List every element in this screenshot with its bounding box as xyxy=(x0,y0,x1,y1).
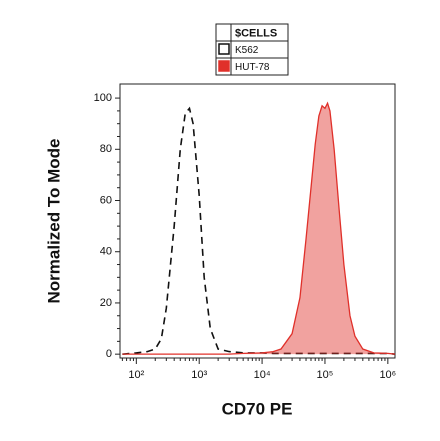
y-tick-label: 40 xyxy=(100,246,112,258)
legend-title: $CELLS xyxy=(235,27,277,39)
x-axis-title: CD70 PE xyxy=(222,399,293,418)
x-tick-label: 10⁴ xyxy=(254,369,271,381)
legend-swatch xyxy=(218,60,230,72)
y-tick-label: 20 xyxy=(100,297,112,309)
x-tick-label: 10⁵ xyxy=(317,369,334,381)
legend-label: HUT-78 xyxy=(235,62,270,73)
x-tick-label: 10² xyxy=(128,369,144,381)
y-tick-label: 100 xyxy=(94,92,112,104)
legend-swatch xyxy=(218,43,230,55)
series-line xyxy=(122,101,396,355)
y-tick-label: 80 xyxy=(100,143,112,155)
legend-label: K562 xyxy=(235,45,259,56)
legend: $CELLS K562 HUT-78 xyxy=(215,23,289,76)
series-line xyxy=(122,106,396,355)
x-tick-label: 10³ xyxy=(191,369,207,381)
y-tick-label: 0 xyxy=(106,348,112,360)
plot-frame xyxy=(119,83,396,359)
y-tick-label: 60 xyxy=(100,194,112,206)
y-axis-title: Normalized To Mode xyxy=(44,139,63,304)
x-tick-label: 10⁶ xyxy=(379,369,396,381)
